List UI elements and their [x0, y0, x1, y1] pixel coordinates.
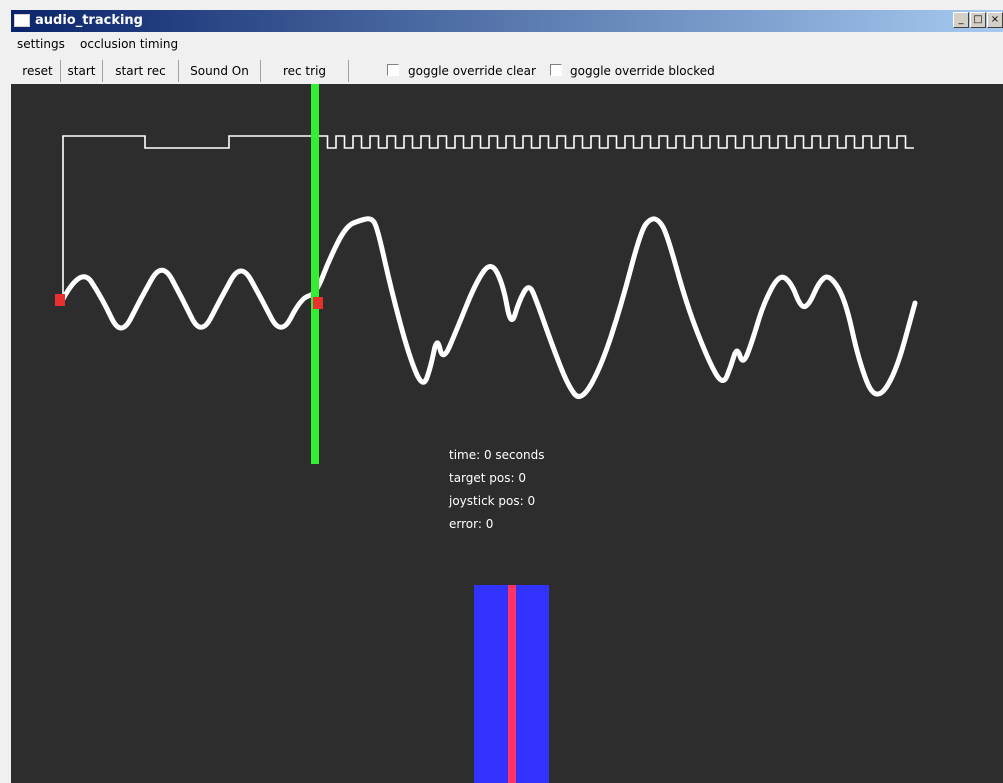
minimize-icon[interactable]: _	[953, 12, 969, 28]
sound-on-button[interactable]: Sound On	[179, 60, 261, 82]
title-bar: audio_tracking _ □ ×	[11, 10, 1003, 32]
goggle-override-clear-label: goggle override clear	[408, 64, 536, 78]
rec-trig-button[interactable]: rec trig	[261, 60, 349, 82]
time-cursor[interactable]	[311, 84, 319, 464]
error-readout: error: 0	[449, 517, 494, 531]
menu-bar: settings occlusion timing	[11, 34, 1003, 56]
menu-settings[interactable]: settings	[17, 37, 65, 51]
window-app-icon	[14, 14, 30, 27]
tracking-canvas: time: 0 seconds target pos: 0 joystick p…	[11, 84, 1003, 783]
time-readout: time: 0 seconds	[449, 448, 545, 462]
target-waveform	[60, 216, 918, 399]
joystick-cursor-line	[508, 585, 516, 783]
start-marker	[55, 294, 65, 306]
tracking-plot	[55, 84, 918, 783]
occlusion-timing-trace	[62, 135, 914, 299]
goggle-override-blocked-label: goggle override blocked	[570, 64, 715, 78]
close-icon[interactable]: ×	[987, 12, 1003, 28]
maximize-icon[interactable]: □	[970, 12, 986, 28]
target-pos-readout: target pos: 0	[449, 471, 527, 485]
cursor-marker	[313, 297, 323, 309]
start-button[interactable]: start	[61, 60, 103, 82]
start-rec-button[interactable]: start rec	[103, 60, 179, 82]
goggle-override-blocked-checkbox[interactable]	[550, 64, 562, 76]
goggle-override-clear-checkbox[interactable]	[387, 64, 399, 76]
joystick-pos-readout: joystick pos: 0	[449, 494, 536, 508]
menu-occlusion-timing[interactable]: occlusion timing	[80, 37, 179, 51]
reset-button[interactable]: reset	[15, 60, 61, 82]
window-title: audio_tracking	[35, 13, 143, 28]
toolbar: reset start start rec Sound On rec trig …	[11, 58, 1003, 84]
window-controls: _ □ ×	[953, 12, 1003, 28]
